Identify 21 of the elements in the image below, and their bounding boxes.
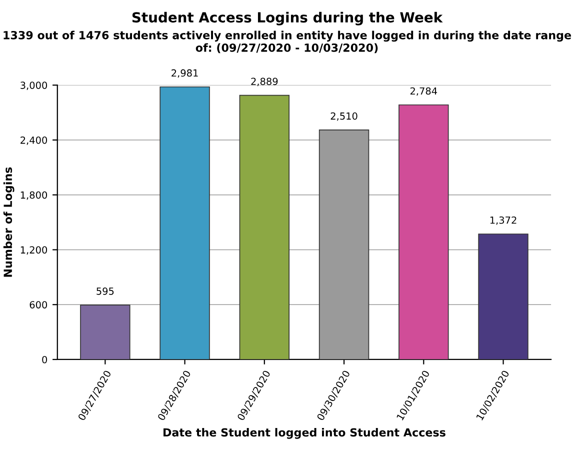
chart-subtitle: 1339 out of 1476 students actively enrolled in entity have logged in during the date range of: (09/27/2020 - 10/03/2020)	[4, 30, 572, 54]
data-label: 2,889	[251, 78, 278, 86]
bar	[160, 86, 210, 360]
y-tick-label: 600	[30, 301, 48, 308]
bar	[239, 94, 290, 360]
bar	[80, 304, 130, 360]
chart-title: Student Access Logins during the Week	[132, 12, 443, 26]
x-axis-title: Date the Student logged into Student Access	[164, 428, 446, 439]
y-tick-label: 1,800	[20, 191, 48, 200]
data-label: 1,372	[490, 216, 516, 225]
y-tick-label: 3,000	[20, 82, 48, 90]
y-tick-label: 1,200	[20, 246, 48, 255]
y-axis-title: Number of Logins	[3, 167, 14, 277]
y-tick-label: 0	[42, 356, 48, 364]
y-tick-label: 2,400	[20, 136, 48, 145]
bar	[398, 104, 449, 360]
data-label: 2,510	[330, 112, 358, 121]
data-label: 595	[96, 288, 114, 295]
data-label: 2,784	[410, 87, 438, 96]
data-label: 2,981	[172, 69, 198, 78]
bar	[478, 234, 528, 360]
